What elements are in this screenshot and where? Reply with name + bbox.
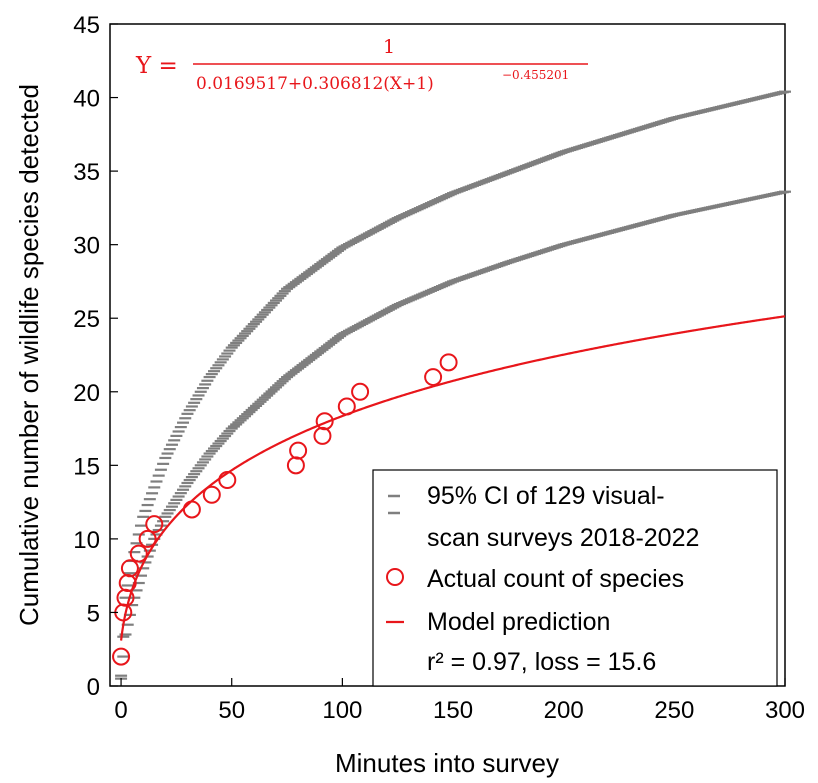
- y-tick-label: 5: [87, 600, 100, 627]
- data-point: [145, 515, 164, 534]
- y-tick-label: 30: [73, 233, 100, 260]
- data-point: [286, 456, 305, 475]
- x-tick-label: 300: [765, 697, 805, 724]
- model-equation: Y = 1 0.0169517+0.306812(X+1) −0.455201: [135, 36, 588, 94]
- equation-lhs: Y =: [135, 53, 178, 79]
- data-point: [424, 368, 443, 387]
- x-tick-label: 100: [322, 697, 362, 724]
- x-tick-label: 200: [544, 697, 584, 724]
- legend-actual-marker: [386, 568, 404, 586]
- y-tick-label: 35: [73, 159, 100, 186]
- data-point: [182, 500, 201, 519]
- y-tick-label: 0: [87, 674, 100, 701]
- x-tick-label: 150: [433, 697, 473, 724]
- data-point: [138, 529, 157, 548]
- data-point: [439, 353, 458, 372]
- x-tick-label: 0: [114, 697, 127, 724]
- equation-denominator: 0.0169517+0.306812(X+1): [196, 74, 434, 94]
- data-point: [315, 412, 334, 431]
- legend-model-label: Model prediction: [427, 608, 610, 636]
- data-point: [218, 471, 237, 490]
- data-point: [112, 647, 131, 666]
- fit-statistics: r² = 0.97, loss = 15.6: [427, 648, 656, 676]
- legend-ci-label-line2: scan surveys 2018-2022: [427, 524, 699, 552]
- legend-ci-label-line1: 95% CI of 129 visual-: [427, 482, 665, 510]
- data-point: [120, 559, 139, 578]
- y-tick-label: 40: [73, 86, 100, 113]
- model-prediction-line: [119, 315, 786, 641]
- y-axis-ticks: 0 5 10 15 20 25 30 35 40 45: [73, 12, 118, 701]
- x-axis-title: Minutes into survey: [335, 748, 559, 778]
- data-point: [202, 485, 221, 504]
- data-point: [289, 441, 308, 460]
- y-tick-label: 45: [73, 12, 100, 39]
- y-axis-title: Cumulative number of wildlife species de…: [14, 84, 44, 626]
- ci-band: [115, 90, 791, 680]
- y-tick-label: 20: [73, 380, 100, 407]
- data-point: [129, 544, 148, 563]
- y-tick-label: 10: [73, 527, 100, 554]
- equation-numerator: 1: [383, 36, 395, 58]
- x-axis-ticks: 0 50 100 150 200 250 300: [114, 678, 805, 724]
- equation-exponent: −0.455201: [502, 68, 569, 82]
- x-tick-label: 50: [218, 697, 245, 724]
- data-point: [337, 397, 356, 416]
- y-tick-label: 25: [73, 306, 100, 333]
- x-tick-label: 250: [654, 697, 694, 724]
- legend-box: [372, 469, 778, 687]
- y-tick-label: 15: [73, 453, 100, 480]
- data-point: [351, 382, 370, 401]
- legend-actual-label: Actual count of species: [427, 565, 684, 593]
- data-point: [313, 426, 332, 445]
- legend: 95% CI of 129 visual- scan surveys 2018-…: [372, 469, 778, 687]
